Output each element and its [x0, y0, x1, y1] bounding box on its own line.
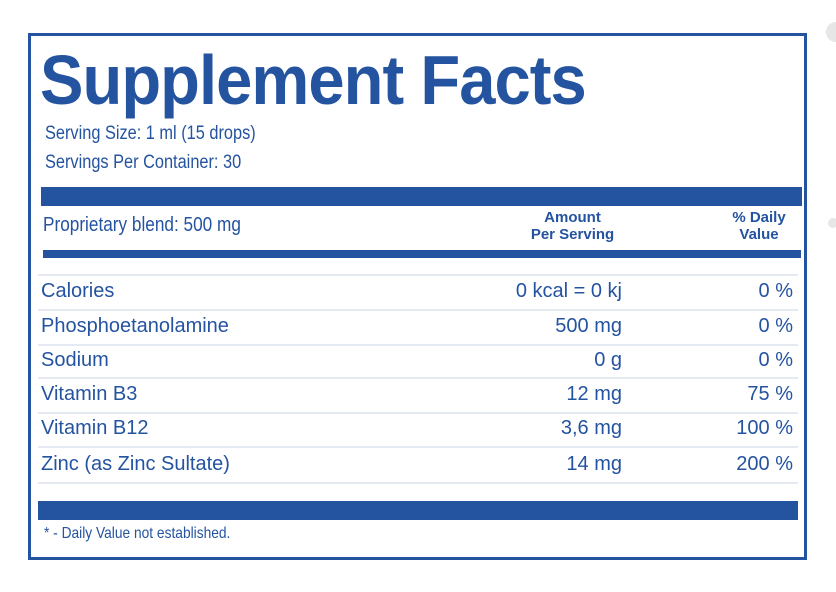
table-row: Phosphoetanolamine 500 mg 0 %	[38, 310, 798, 344]
row-separator	[38, 344, 798, 346]
decorative-dot	[826, 22, 836, 42]
dv-header-line2: Value	[739, 226, 779, 243]
nutrient-name: Calories	[41, 280, 115, 302]
row-separator	[38, 309, 798, 311]
nutrient-daily-value: 75 %	[747, 383, 793, 405]
nutrient-amount: 12 mg	[566, 383, 622, 405]
nutrient-daily-value: 200 %	[736, 453, 793, 475]
proprietary-blend: Proprietary blend: 500 mg	[43, 214, 241, 236]
row-separator	[38, 412, 798, 414]
dv-header-line1: % Daily	[732, 209, 786, 226]
bottom-divider	[38, 501, 798, 520]
table-row: Sodium 0 g 0 %	[38, 344, 798, 378]
thick-divider	[41, 187, 802, 206]
amount-header-line2: Per Serving	[530, 226, 615, 243]
nutrient-daily-value: 0 %	[758, 349, 793, 371]
nutrient-amount: 500 mg	[555, 315, 622, 337]
nutrient-amount: 3,6 mg	[560, 417, 622, 439]
amount-header: Amount Per Serving	[510, 209, 635, 243]
nutrient-name: Sodium	[41, 349, 109, 371]
nutrient-name: Phosphoetanolamine	[41, 315, 229, 337]
table-row: Vitamin B3 12 mg 75 %	[38, 378, 798, 412]
nutrient-name: Zinc (as Zinc Sultate)	[41, 453, 230, 475]
nutrient-daily-value: 0 %	[758, 280, 793, 302]
medium-divider	[43, 250, 801, 258]
amount-header-line1: Amount	[544, 209, 601, 226]
row-separator	[38, 377, 798, 379]
page-title: Supplement Facts	[40, 41, 587, 119]
row-separator	[38, 274, 798, 276]
row-separator	[38, 482, 798, 484]
table-row: Calories 0 kcal = 0 kj 0 %	[38, 275, 798, 309]
nutrient-name: Vitamin B3	[41, 383, 138, 405]
serving-size: Serving Size: 1 ml (15 drops)	[45, 123, 256, 144]
daily-value-header: % Daily Value	[715, 209, 803, 243]
servings-per-container: Servings Per Container: 30	[45, 152, 242, 173]
decorative-dot	[828, 218, 836, 228]
table-row: Zinc (as Zinc Sultate) 14 mg 200 %	[38, 448, 798, 482]
nutrient-daily-value: 0 %	[758, 315, 793, 337]
nutrient-name: Vitamin B12	[41, 417, 149, 439]
nutrient-amount: 0 kcal = 0 kj	[515, 280, 622, 302]
supplement-facts-panel	[28, 33, 807, 560]
nutrient-amount: 0 g	[594, 349, 622, 371]
row-separator	[38, 446, 798, 448]
nutrient-daily-value: 100 %	[736, 417, 793, 439]
nutrient-amount: 14 mg	[566, 453, 622, 475]
table-row: Vitamin B12 3,6 mg 100 %	[38, 412, 798, 446]
footnote: * - Daily Value not established.	[44, 525, 231, 542]
